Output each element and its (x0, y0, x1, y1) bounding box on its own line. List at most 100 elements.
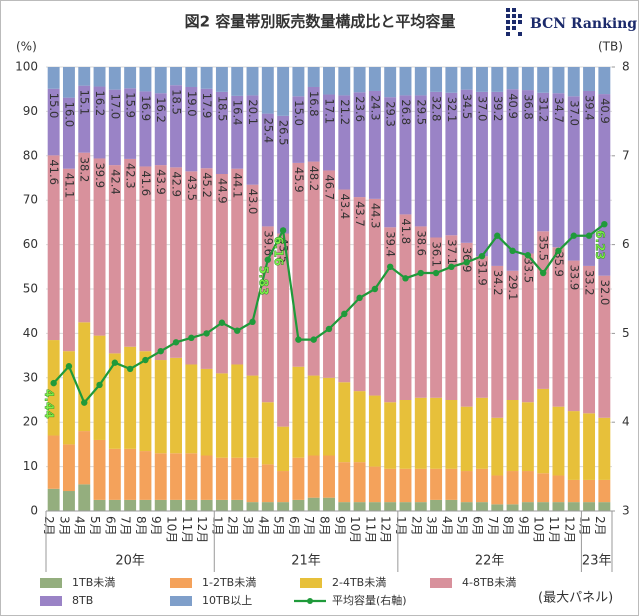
bar-value-label: 43.7 (353, 201, 367, 227)
bar-value-label: 16.8 (307, 91, 321, 117)
bar-segment (491, 504, 504, 511)
bar-segment (277, 115, 290, 234)
bar-segment (338, 189, 351, 383)
legend-label: 1-2TB未満 (202, 576, 256, 589)
bar-segment (185, 453, 198, 500)
bar-segment (185, 171, 198, 365)
line-marker (539, 269, 547, 277)
line-marker (402, 275, 409, 282)
bar-value-label: 25.4 (261, 118, 275, 144)
bar-value-label: 26.5 (277, 120, 291, 146)
bar-segment (598, 275, 611, 418)
bar-segment (277, 67, 290, 116)
bar-value-label: 17.9 (200, 93, 214, 119)
line-marker (142, 356, 149, 364)
y2-tick-label: 6 (622, 237, 630, 251)
bar-segment (307, 67, 320, 87)
line-value-label: 5.83 (256, 266, 270, 296)
y-tick-label: 10 (23, 459, 38, 473)
line-marker (601, 220, 608, 228)
legend-label: 2-4TB未満 (332, 576, 386, 589)
bar-segment (185, 364, 198, 454)
bar-segment (460, 67, 473, 90)
bar-segment (307, 161, 320, 376)
line-marker (310, 336, 317, 343)
bar-segment (521, 471, 534, 503)
bar-segment (139, 351, 152, 452)
bar-segment (154, 499, 167, 511)
y-tick-label: 40 (23, 326, 38, 340)
x-group-label: 23年 (582, 554, 612, 569)
bar-segment (200, 67, 213, 89)
legend-label: 平均容量(右軸) (332, 593, 407, 607)
bar-segment (399, 502, 412, 511)
bar-segment (353, 462, 366, 503)
bar-value-label: 43.4 (338, 194, 352, 220)
bar-segment (583, 67, 596, 91)
bar-segment (78, 431, 91, 485)
bar-segment (445, 468, 458, 500)
bar-value-label: 39.2 (491, 96, 505, 122)
bar-segment (338, 95, 351, 190)
bar-segment (506, 89, 519, 271)
bar-value-label: 33.9 (567, 265, 581, 291)
bar-segment (506, 270, 519, 400)
bar-segment (598, 502, 611, 511)
bar-segment (47, 155, 60, 341)
bar-segment (93, 158, 106, 336)
bar-segment (368, 198, 381, 396)
bar-segment (231, 67, 244, 96)
y2-tick-label: 8 (622, 60, 630, 74)
bar-value-label: 41.1 (62, 173, 76, 199)
logo-text: BCN Ranking (530, 16, 637, 32)
bar-segment (460, 89, 473, 243)
x-tick-label: 9月 (516, 516, 530, 536)
x-tick-label: 8月 (134, 516, 148, 536)
bar-segment (292, 366, 305, 458)
bar-segment (246, 184, 259, 376)
line-marker (371, 285, 379, 293)
bar-segment (185, 67, 198, 87)
bar-segment (215, 91, 228, 175)
bar-segment (476, 397, 488, 469)
bar-value-label: 15.0 (47, 93, 61, 119)
bar-segment (124, 88, 137, 159)
x-tick-label: 7月 (302, 516, 316, 536)
bar-segment (124, 346, 137, 449)
bar-value-label: 17.1 (323, 99, 337, 125)
line-value-label: 6.23 (593, 230, 607, 260)
bar-segment (567, 502, 580, 511)
bar-segment (292, 499, 305, 511)
bar-segment (567, 479, 580, 503)
x-tick-label: 1月 (578, 516, 592, 536)
logo-icon (506, 8, 522, 36)
line-marker (65, 363, 73, 370)
bar-value-label: 20.1 (246, 99, 260, 125)
line-value-label: 4.44 (42, 389, 56, 419)
bar-value-label: 26.8 (399, 99, 413, 125)
bar-segment (384, 227, 397, 403)
bar-value-label: 35.5 (537, 235, 551, 261)
bar-segment (170, 357, 182, 454)
bar-segment (384, 468, 397, 503)
bar-segment (399, 95, 412, 215)
y-tick-label: 80 (23, 148, 38, 162)
x-tick-label: 5月 (88, 516, 102, 536)
x-tick-label: 12月 (562, 516, 576, 543)
legend-swatch (40, 578, 62, 588)
line-marker (172, 339, 180, 346)
bar-segment (246, 67, 259, 96)
bar-value-label: 39.4 (583, 95, 597, 121)
bar-segment (491, 265, 504, 418)
bar-segment (108, 448, 121, 500)
bar-segment (215, 457, 228, 500)
line-marker (356, 294, 363, 302)
bar-segment (200, 88, 213, 169)
line-marker (463, 259, 470, 266)
y-tick-label: 50 (23, 282, 38, 296)
legend-swatch (170, 578, 192, 588)
y2-tick-label: 4 (622, 415, 630, 429)
bar-value-label: 43.5 (185, 175, 199, 201)
bar-segment (47, 340, 60, 436)
bar-segment (62, 97, 75, 169)
